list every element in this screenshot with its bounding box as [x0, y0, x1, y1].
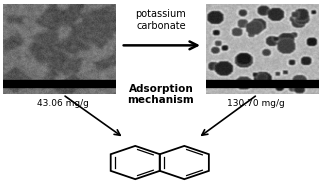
Text: 43.06 mg/g: 43.06 mg/g: [37, 98, 89, 108]
Text: 86.75 m²/g: 86.75 m²/g: [31, 72, 80, 81]
FancyArrowPatch shape: [202, 96, 255, 135]
Text: potassium
carbonate: potassium carbonate: [136, 9, 186, 31]
Text: 814.89 m²/g: 814.89 m²/g: [232, 72, 287, 81]
Text: 130.70 mg/g: 130.70 mg/g: [227, 98, 285, 108]
Text: Adsorption
mechanism: Adsorption mechanism: [128, 84, 194, 105]
FancyArrowPatch shape: [124, 41, 197, 49]
FancyArrowPatch shape: [65, 96, 120, 135]
